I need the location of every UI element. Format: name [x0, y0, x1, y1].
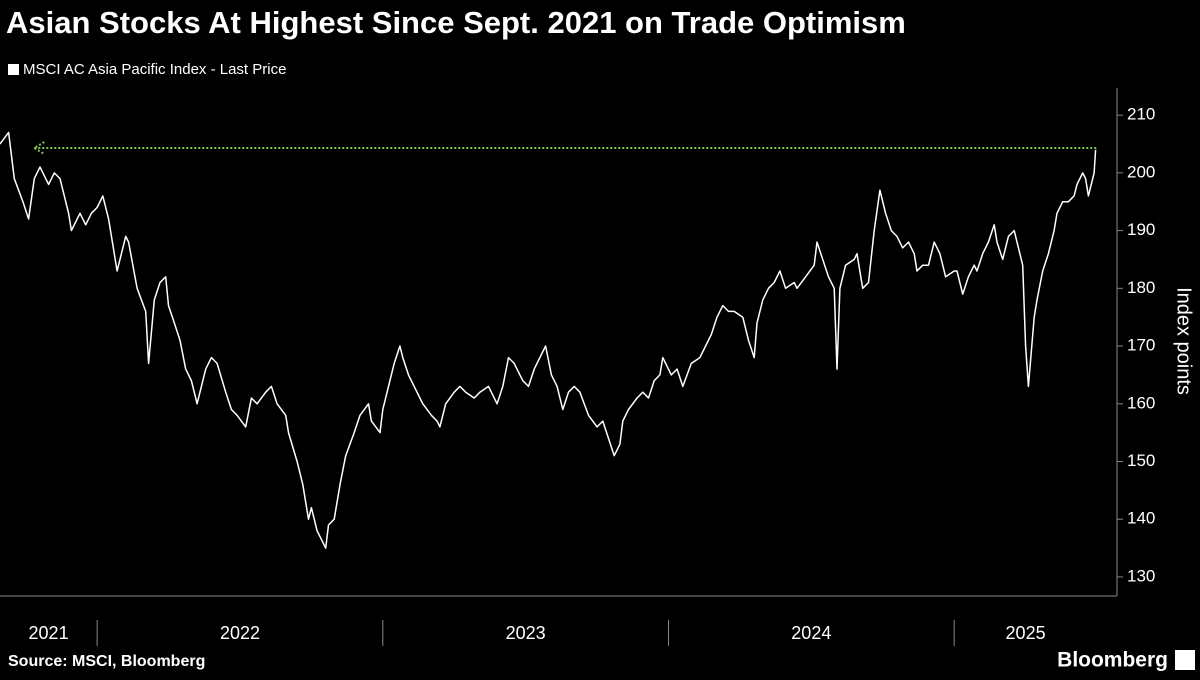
x-tick-label: 2024 [791, 623, 831, 643]
y-tick-label: 150 [1127, 451, 1155, 470]
brand: Bloomberg [1057, 649, 1168, 672]
y-tick-label: 210 [1127, 105, 1155, 124]
legend-swatch [8, 64, 19, 75]
y-tick-label: 130 [1127, 566, 1155, 585]
x-tick-label: 2023 [506, 623, 546, 643]
legend-label: MSCI AC Asia Pacific Index - Last Price [23, 61, 286, 78]
chart-title: Asian Stocks At Highest Since Sept. 2021… [6, 5, 906, 40]
y-axis-label: Index points [1173, 287, 1195, 395]
x-tick-label: 2022 [220, 623, 260, 643]
brand-icon [1175, 650, 1195, 670]
y-tick-label: 190 [1127, 220, 1155, 239]
y-tick-label: 160 [1127, 393, 1155, 412]
price-line [0, 131, 1097, 549]
y-tick-label: 170 [1127, 336, 1155, 355]
y-tick-label: 180 [1127, 278, 1155, 297]
x-tick-label: 2025 [1006, 623, 1046, 643]
y-tick-label: 140 [1127, 509, 1155, 528]
source: Source: MSCI, Bloomberg [8, 653, 205, 670]
x-tick-label: 2021 [29, 623, 69, 643]
y-tick-label: 200 [1127, 162, 1155, 181]
